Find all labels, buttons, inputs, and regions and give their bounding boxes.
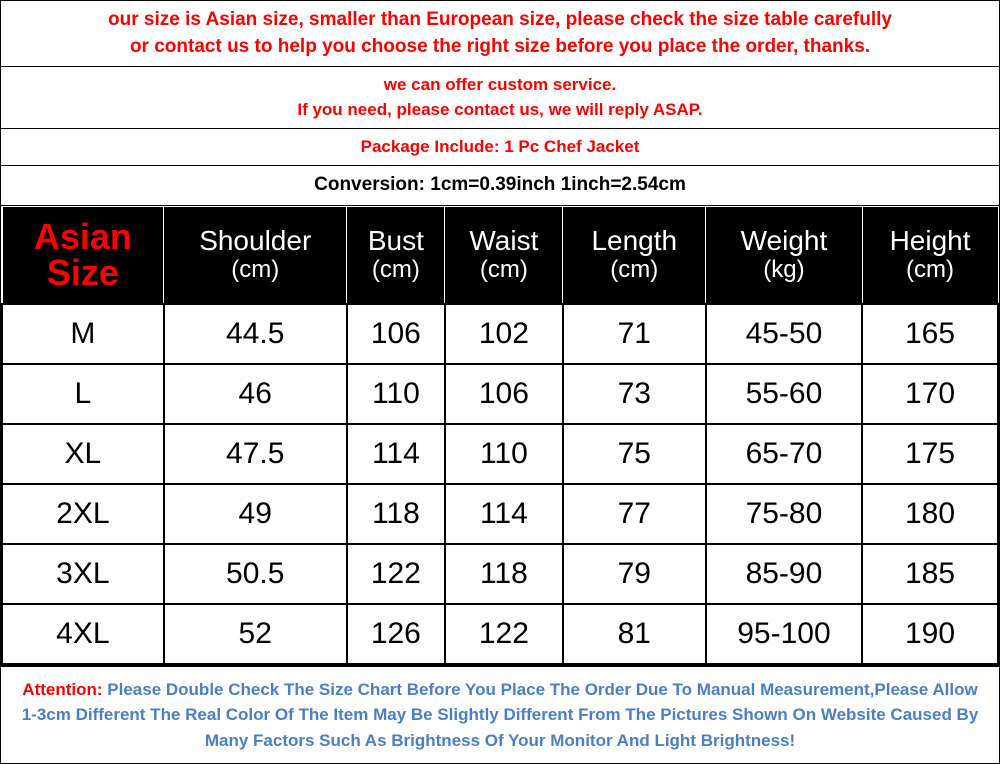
- col-length: Length (cm): [563, 206, 706, 304]
- header-sub: (cm): [867, 257, 994, 283]
- col-waist: Waist (cm): [445, 206, 563, 304]
- table-header: Asian Size Shoulder (cm) Bust (cm) Waist…: [2, 206, 998, 304]
- notice-text: Package Include: 1 Pc Chef Jacket: [361, 137, 640, 156]
- cell-shoulder: 47.5: [164, 424, 347, 484]
- cell-weight: 55-60: [706, 364, 862, 424]
- cell-shoulder: 49: [164, 484, 347, 544]
- cell-weight: 45-50: [706, 304, 862, 364]
- cell-length: 81: [563, 604, 706, 664]
- cell-weight: 65-70: [706, 424, 862, 484]
- cell-waist: 110: [445, 424, 563, 484]
- notice-size-warning: our size is Asian size, smaller than Eur…: [1, 1, 999, 67]
- col-height: Height (cm): [862, 206, 998, 304]
- cell-weight: 95-100: [706, 604, 862, 664]
- table-row: 3XL50.51221187985-90185: [2, 544, 998, 604]
- cell-waist: 122: [445, 604, 563, 664]
- table-body: M44.51061027145-50165L461101067355-60170…: [2, 304, 998, 664]
- size-table: Asian Size Shoulder (cm) Bust (cm) Waist…: [1, 206, 999, 665]
- cell-height: 185: [862, 544, 998, 604]
- cell-bust: 106: [347, 304, 445, 364]
- cell-bust: 110: [347, 364, 445, 424]
- cell-size: 2XL: [2, 484, 164, 544]
- cell-size: XL: [2, 424, 164, 484]
- table-row: M44.51061027145-50165: [2, 304, 998, 364]
- header-label: Weight: [741, 225, 828, 256]
- header-label: Shoulder: [199, 225, 311, 256]
- notice-text: Conversion: 1cm=0.39inch 1inch=2.54cm: [314, 174, 686, 195]
- col-bust: Bust (cm): [347, 206, 445, 304]
- header-label: Asian: [34, 216, 132, 257]
- col-shoulder: Shoulder (cm): [164, 206, 347, 304]
- header-sub: Size: [7, 255, 160, 291]
- attention-text: Please Double Check The Size Chart Befor…: [22, 680, 979, 750]
- notice-conversion: Conversion: 1cm=0.39inch 1inch=2.54cm: [1, 166, 999, 206]
- cell-length: 71: [563, 304, 706, 364]
- cell-size: L: [2, 364, 164, 424]
- header-label: Height: [890, 225, 971, 256]
- header-sub: (cm): [168, 257, 342, 283]
- header-sub: (cm): [449, 257, 558, 283]
- cell-weight: 85-90: [706, 544, 862, 604]
- size-chart-container: our size is Asian size, smaller than Eur…: [0, 0, 1000, 764]
- table-row: 2XL491181147775-80180: [2, 484, 998, 544]
- cell-length: 75: [563, 424, 706, 484]
- cell-shoulder: 50.5: [164, 544, 347, 604]
- cell-shoulder: 44.5: [164, 304, 347, 364]
- cell-waist: 106: [445, 364, 563, 424]
- notice-custom-service: we can offer custom service. If you need…: [1, 67, 999, 129]
- notice-text: or contact us to help you choose the rig…: [130, 36, 870, 57]
- header-label: Bust: [368, 225, 424, 256]
- cell-height: 175: [862, 424, 998, 484]
- cell-shoulder: 52: [164, 604, 347, 664]
- cell-height: 165: [862, 304, 998, 364]
- cell-size: 3XL: [2, 544, 164, 604]
- cell-length: 79: [563, 544, 706, 604]
- notice-text: we can offer custom service.: [384, 75, 616, 94]
- header-sub: (kg): [710, 257, 857, 283]
- notice-text: our size is Asian size, smaller than Eur…: [108, 9, 892, 30]
- cell-height: 190: [862, 604, 998, 664]
- header-label: Length: [591, 225, 677, 256]
- header-sub: (cm): [567, 257, 701, 283]
- cell-waist: 102: [445, 304, 563, 364]
- table-row: 4XL521261228195-100190: [2, 604, 998, 664]
- header-sub: (cm): [351, 257, 440, 283]
- cell-weight: 75-80: [706, 484, 862, 544]
- cell-length: 77: [563, 484, 706, 544]
- notice-package: Package Include: 1 Pc Chef Jacket: [1, 129, 999, 166]
- cell-height: 180: [862, 484, 998, 544]
- header-label: Waist: [469, 225, 538, 256]
- notice-text: If you need, please contact us, we will …: [297, 100, 702, 119]
- cell-bust: 118: [347, 484, 445, 544]
- col-weight: Weight (kg): [706, 206, 862, 304]
- cell-bust: 126: [347, 604, 445, 664]
- cell-size: 4XL: [2, 604, 164, 664]
- table-row: XL47.51141107565-70175: [2, 424, 998, 484]
- col-asian-size: Asian Size: [2, 206, 164, 304]
- cell-bust: 122: [347, 544, 445, 604]
- cell-shoulder: 46: [164, 364, 347, 424]
- cell-waist: 114: [445, 484, 563, 544]
- cell-size: M: [2, 304, 164, 364]
- cell-bust: 114: [347, 424, 445, 484]
- footer-attention: Attention: Please Double Check The Size …: [1, 665, 999, 764]
- table-row: L461101067355-60170: [2, 364, 998, 424]
- cell-length: 73: [563, 364, 706, 424]
- attention-label: Attention:: [22, 680, 102, 699]
- cell-height: 170: [862, 364, 998, 424]
- cell-waist: 118: [445, 544, 563, 604]
